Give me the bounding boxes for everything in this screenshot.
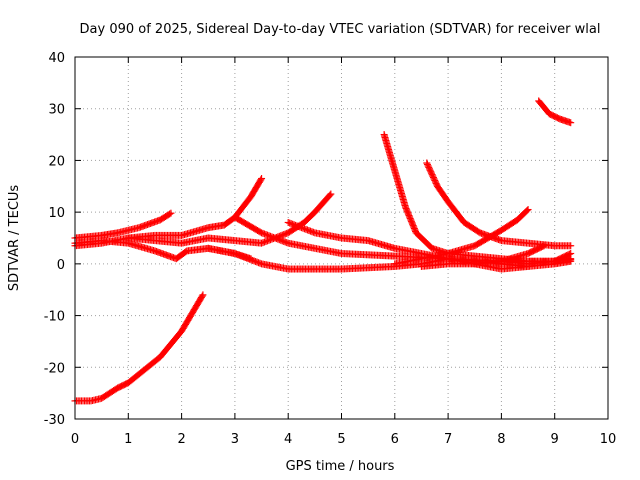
y-tick-label: -10 [44, 310, 65, 325]
data-point [327, 190, 335, 198]
data-point [326, 191, 334, 199]
y-axis-label: SDTVAR / TECUs [7, 185, 22, 292]
axis-ticks: 0 1 2 3 4 5 6 7 8 9 10 -30 -20 -10 0 10 20 30 40 [44, 51, 617, 447]
y-tick-label: -20 [44, 361, 65, 376]
data-point [198, 292, 206, 300]
data-point [567, 119, 575, 127]
x-tick-label: 9 [551, 432, 559, 447]
y-tick-label: 20 [48, 154, 65, 169]
data-point [567, 256, 575, 264]
x-tick-label: 3 [231, 432, 239, 447]
x-tick-label: 4 [284, 432, 292, 447]
data-point [523, 207, 531, 215]
y-tick-label: -30 [44, 413, 65, 428]
x-axis-label: GPS time / hours [286, 459, 395, 474]
x-tick-label: 8 [497, 432, 505, 447]
data-point [199, 291, 207, 299]
y-tick-label: 30 [48, 103, 65, 118]
y-tick-label: 40 [48, 51, 65, 66]
x-tick-label: 5 [337, 432, 345, 447]
x-tick-label: 10 [600, 432, 617, 447]
x-tick-label: 6 [391, 432, 399, 447]
data-point [167, 209, 175, 217]
x-tick-label: 1 [124, 432, 132, 447]
data-points [71, 97, 575, 405]
data-point [257, 176, 265, 184]
x-tick-label: 7 [444, 432, 452, 447]
data-point [567, 250, 575, 258]
data-point [540, 242, 548, 250]
x-tick-label: 2 [177, 432, 185, 447]
y-tick-label: 0 [57, 258, 65, 273]
data-point [258, 175, 266, 183]
data-point [524, 206, 532, 214]
data-point [539, 242, 547, 250]
plot-frame [74, 56, 609, 420]
x-tick-label: 0 [71, 432, 79, 447]
data-point [166, 210, 174, 218]
chart-title: Day 090 of 2025, Sidereal Day-to-day VTE… [80, 22, 601, 37]
y-tick-label: 10 [48, 206, 65, 221]
data-point [567, 242, 575, 250]
data-point [565, 250, 573, 258]
